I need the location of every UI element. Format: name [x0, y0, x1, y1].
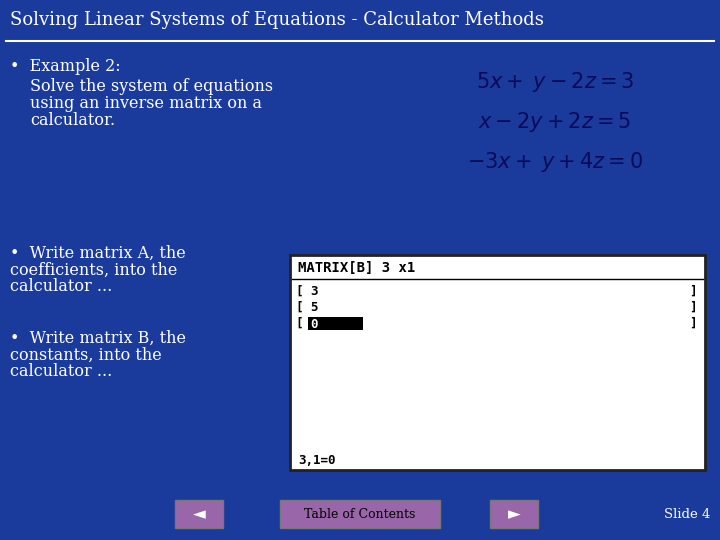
Text: [ 5: [ 5 — [296, 301, 318, 314]
Text: ]: ] — [690, 317, 697, 330]
Bar — [175, 500, 223, 528]
Text: •  Write matrix A, the: • Write matrix A, the — [10, 245, 186, 262]
Text: using an inverse matrix on a: using an inverse matrix on a — [30, 95, 262, 112]
Text: •  Write matrix B, the: • Write matrix B, the — [10, 330, 186, 347]
Text: $5x +\;  y - 2z = 3$: $5x +\; y - 2z = 3$ — [476, 70, 634, 94]
Text: ]: ] — [690, 301, 697, 314]
Text: MATRIX[B] 3 x1: MATRIX[B] 3 x1 — [298, 261, 415, 275]
Text: $x - 2y + 2z = 5$: $x - 2y + 2z = 5$ — [479, 110, 631, 134]
Text: ►: ► — [508, 505, 521, 523]
Text: constants, into the: constants, into the — [10, 347, 162, 364]
Text: •  Example 2:: • Example 2: — [10, 58, 121, 75]
Bar — [0, 0, 720, 40]
Text: ◄: ◄ — [193, 505, 205, 523]
Text: calculator ...: calculator ... — [10, 278, 112, 295]
Text: coefficients, into the: coefficients, into the — [10, 262, 177, 279]
Text: Solving Linear Systems of Equations - Calculator Methods: Solving Linear Systems of Equations - Ca… — [10, 11, 544, 29]
Text: 0: 0 — [310, 318, 318, 331]
Text: Solve the system of equations: Solve the system of equations — [30, 78, 273, 95]
Text: calculator ...: calculator ... — [10, 363, 112, 380]
Text: Table of Contents: Table of Contents — [305, 508, 415, 521]
Text: $-3x +\; y + 4z = 0$: $-3x +\; y + 4z = 0$ — [467, 150, 643, 174]
Bar — [308, 317, 363, 330]
Text: ]: ] — [690, 285, 697, 298]
Bar — [280, 500, 440, 528]
Text: [: [ — [296, 317, 311, 330]
Text: [ 3: [ 3 — [296, 285, 318, 298]
Bar — [490, 500, 538, 528]
Text: Slide 4: Slide 4 — [664, 508, 710, 521]
Bar — [290, 255, 705, 470]
Text: 3,1=0: 3,1=0 — [298, 454, 336, 467]
Text: calculator.: calculator. — [30, 112, 115, 129]
